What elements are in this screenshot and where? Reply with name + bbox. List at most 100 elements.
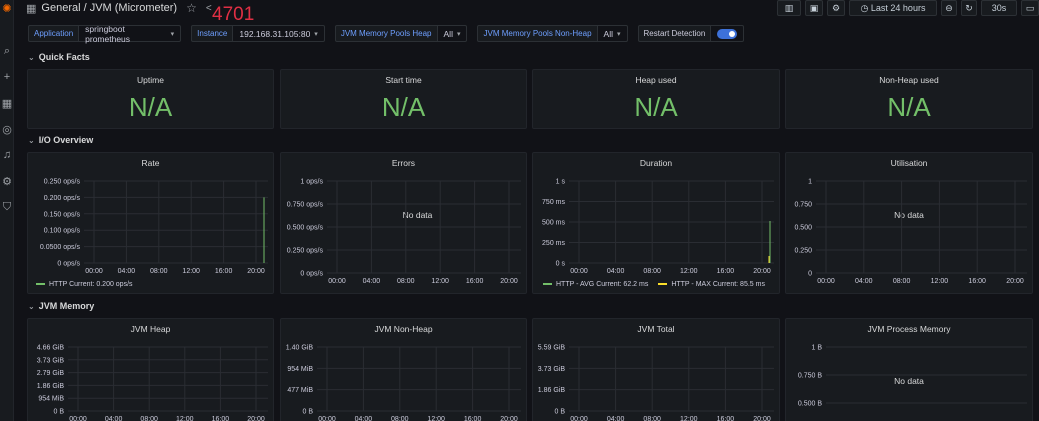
legend-item[interactable]: HTTP Current: 0.200 ops/s [36,281,133,288]
y-tick-label: 2.79 GiB [37,370,65,377]
panel-title: Utilisation [890,158,928,168]
graph-panel-duration[interactable]: Duration 1 s 750 ms 500 ms 250 ms 0 s 00:00 04… [532,152,780,294]
time-range-label: Last 24 hours [870,3,926,13]
panel-title: JVM Process Memory [867,324,951,334]
no-data-label: No data [894,376,924,386]
x-tick-label: 20:00 [500,278,518,285]
tv-mode-icon[interactable]: ▭ [1021,0,1039,16]
shield-icon[interactable]: ⛉ [2,200,12,213]
chevron-down-icon: ▾ [170,30,175,38]
x-tick-label: 20:00 [500,416,518,421]
stat-panel-nonheap-used[interactable]: Non-Heap used N/A [785,69,1033,129]
y-tick-label: 0.750 ops/s [287,202,324,209]
search-icon[interactable]: ⌕ [3,44,11,57]
explore-compass-icon[interactable]: ◎ [2,123,12,136]
y-tick-label: 1 [808,179,812,186]
y-tick-label: 0 [808,271,812,278]
settings-gear-icon[interactable]: ⚙ [2,175,12,188]
graph-panel-errors[interactable]: Errors No data 1 ops/s 0.750 ops/s 0.500 o… [280,152,527,294]
y-tick-label: 1 ops/s [300,179,323,186]
chevron-down-icon: ⌄ [28,52,35,62]
x-tick-label: 16:00 [717,416,735,421]
x-tick-label: 08:00 [893,278,911,285]
variable-select-nonheap-pools[interactable]: All ▾ [597,25,628,42]
x-tick-label: 16:00 [466,278,484,285]
y-tick-label: 0.200 ops/s [44,195,81,202]
settings-gear-icon[interactable]: ⚙ [827,0,845,16]
panel-title: Errors [391,158,416,168]
graph-panel-jvm-heap[interactable]: JVM Heap 4.66 GiB 3.73 GiB 2.79 GiB 1.86 Gi… [27,318,274,421]
x-tick-label: 04:00 [607,268,625,275]
y-tick-label: 0 ops/s [300,271,323,278]
dashboards-icon[interactable]: ▦ [1,97,13,110]
panel-title: Uptime [137,75,164,85]
legend-item[interactable]: HTTP - MAX Current: 85.5 ms [658,281,765,288]
x-tick-label: 04:00 [855,278,873,285]
row-header-io-overview[interactable]: ⌄ I/O Overview [28,135,93,145]
stat-panel-heap-used[interactable]: Heap used N/A [532,69,780,129]
graph-panel-rate[interactable]: Rate 0.250 ops/s 0.200 ops/s 0.150 ops/s 0.… [27,152,274,294]
variable-select-application[interactable]: springboot prometheus ▾ [79,23,182,44]
legend-current-value: Current: 0.200 ops/s [67,281,133,288]
chevron-down-icon: ⌄ [28,135,35,145]
side-nav: ✺ ⌕ + ▦ ◎ ♫ ⚙ ⛉ [0,0,14,421]
stat-value: N/A [128,92,173,122]
graph-panel-jvm-nonheap[interactable]: JVM Non-Heap 1.40 GiB 954 MiB 477 MiB 0 B 00… [280,318,527,421]
y-tick-label: 0.750 B [798,373,822,380]
add-panel-icon[interactable]: ▥ [777,0,801,16]
row-header-jvm-memory[interactable]: ⌄ JVM Memory [28,301,94,311]
save-icon[interactable]: ▣ [805,0,823,16]
y-tick-label: 750 ms [542,199,565,206]
graph-panel-jvm-process-memory[interactable]: JVM Process Memory No data 1 B 0.750 B 0.5… [785,318,1033,421]
restart-detection-toggle[interactable] [717,28,738,39]
graph-panel-jvm-total[interactable]: JVM Total 5.59 GiB 3.73 GiB 1.86 GiB 0 B 00:… [532,318,780,421]
refresh-icon[interactable]: ↻ [961,0,977,16]
legend-swatch [658,283,668,286]
breadcrumb-title[interactable]: General / JVM (Micrometer) [41,2,178,14]
panel-title: Duration [639,158,673,168]
grafana-logo-icon[interactable]: ✺ [2,2,12,15]
stat-panel-uptime[interactable]: Uptime N/A [27,69,274,129]
stat-panel-start-time[interactable]: Start time N/A [280,69,527,129]
y-tick-label: 3.73 GiB [538,366,566,373]
variable-value-nonheap-pools: All [603,28,613,39]
time-picker-button[interactable]: ◷ Last 24 hours [849,0,937,16]
x-tick-label: 12:00 [427,416,445,421]
variable-select-heap-pools[interactable]: All ▾ [437,25,468,42]
y-tick-label: 954 MiB [38,396,64,403]
chart-svg: 1 s 750 ms 500 ms 250 ms 0 s 00:00 04:00 08:00 1… [542,179,774,275]
variable-label-heap-pools: JVM Memory Pools Heap [334,25,438,42]
panel-title: Rate [141,158,160,168]
zoom-out-icon[interactable]: ⊖ [941,0,957,16]
x-tick-label: 08:00 [643,268,661,275]
y-tick-label: 0.250 ops/s [44,179,81,186]
row-title-io-overview: I/O Overview [38,135,94,145]
x-tick-label: 12:00 [680,416,698,421]
plus-icon[interactable]: + [3,71,11,83]
row-header-quick-facts[interactable]: ⌄ Quick Facts [28,52,90,62]
y-tick-label: 1.86 GiB [538,387,566,394]
chart-svg: 5.59 GiB 3.73 GiB 1.86 GiB 0 B 00:00 04:00 08:… [538,345,774,421]
y-tick-label: 0.100 ops/s [44,228,81,235]
share-icon[interactable]: < [205,2,212,14]
chart-svg: 1 0.750 0.500 0.250 0 00:00 04:00 08:00 12:00 16:… [794,179,1027,285]
chart-svg: 4.66 GiB 3.73 GiB 2.79 GiB 1.86 GiB 954 MiB 0… [37,345,268,421]
legend: HTTP Current: 0.200 ops/s [36,281,133,288]
legend-item[interactable]: HTTP - AVG Current: 62.2 ms [543,281,648,288]
alerting-bell-icon[interactable]: ♫ [2,149,12,161]
refresh-interval-select[interactable]: 30s [981,0,1017,16]
row-title-quick-facts: Quick Facts [38,52,90,62]
graph-panel-utilisation[interactable]: Utilisation No data 1 0.750 0.500 0.250 0 00:… [785,152,1033,294]
legend-current-value: Current: 62.2 ms [594,281,649,288]
x-tick-label: 16:00 [215,268,233,275]
chart-svg: 1 ops/s 0.750 ops/s 0.500 ops/s 0.250 ops/s… [287,179,521,285]
x-tick-label: 08:00 [397,278,415,285]
overlay-annotation-number: 4701 [212,4,255,25]
x-tick-label: 08:00 [643,416,661,421]
variable-label-nonheap-pools: JVM Memory Pools Non-Heap [477,25,598,42]
variable-label-restart-detection: Restart Detection [637,25,712,42]
y-tick-label: 500 ms [542,220,565,227]
variable-select-instance[interactable]: 192.168.31.105:80 ▾ [233,25,325,42]
star-icon[interactable]: ☆ [186,1,197,15]
variable-value-application: springboot prometheus [85,23,131,44]
